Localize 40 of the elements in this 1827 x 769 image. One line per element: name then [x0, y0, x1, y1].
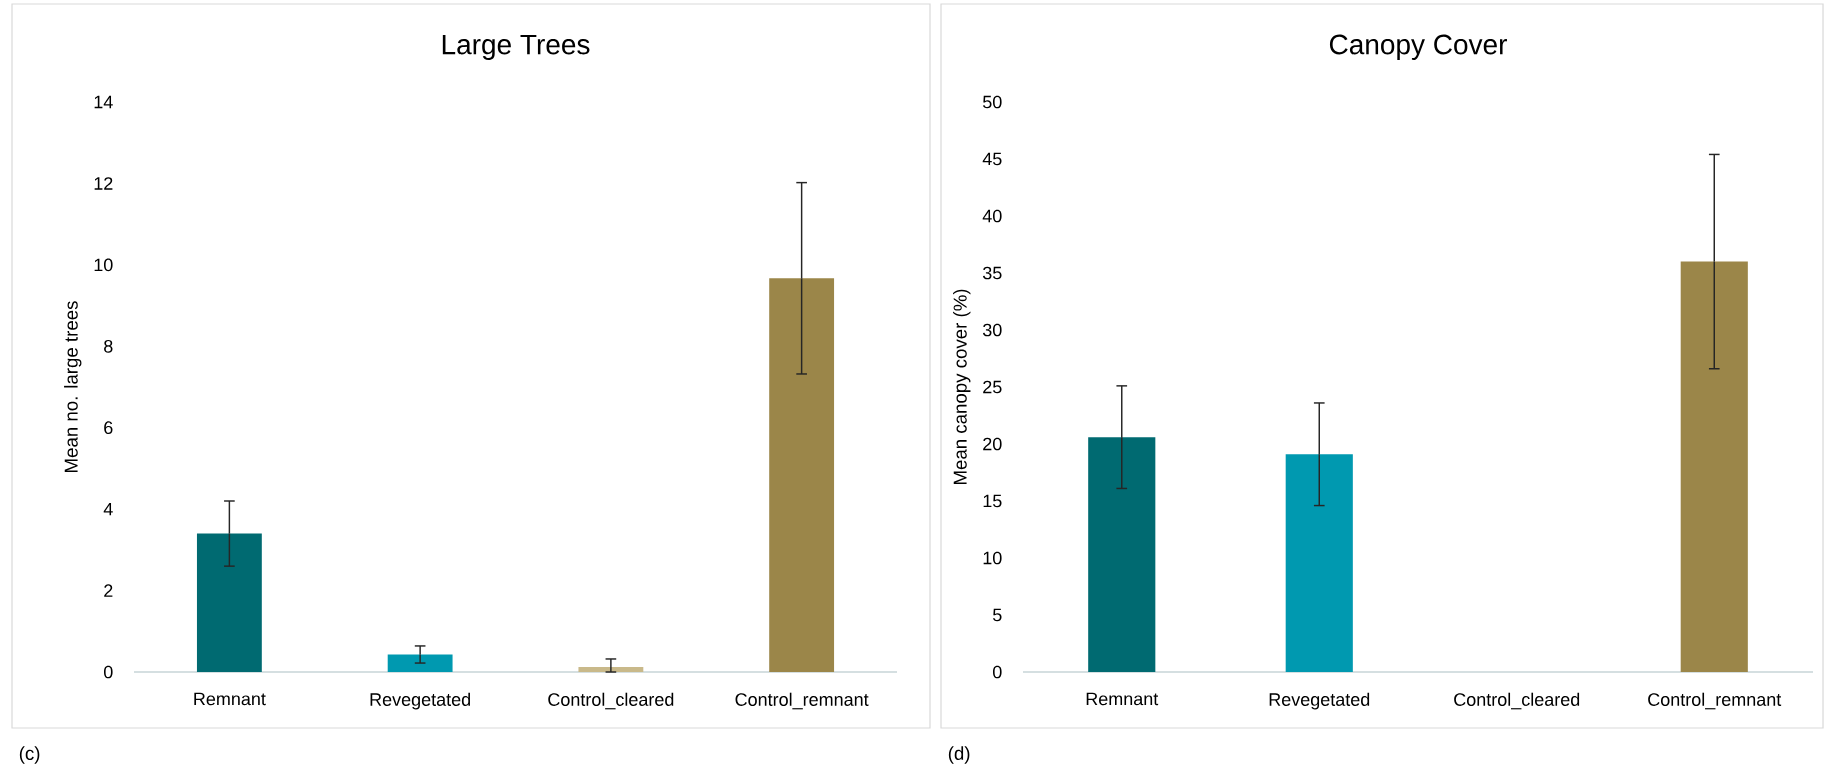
bar: [578, 667, 644, 672]
bar: [1285, 454, 1353, 672]
bar: [1680, 261, 1748, 672]
bar: [196, 533, 262, 672]
text: (d): [948, 746, 970, 764]
y-tick-label: 5: [993, 608, 1002, 622]
y-tick-label: 40: [982, 209, 1002, 223]
y-axis-title: Mean no. large trees: [64, 301, 82, 472]
y-tick-label: 25: [983, 380, 1002, 394]
chart-title: Large Trees: [442, 34, 590, 60]
y-axis-title: Mean canopy cover (%): [953, 289, 971, 485]
y-tick-label: 2: [104, 584, 113, 597]
bar: [769, 278, 835, 672]
y-tick-label: 45: [982, 152, 1002, 166]
bar: [387, 654, 453, 672]
x-tick-label: Control_remnant: [1648, 692, 1782, 710]
text: (c): [19, 746, 40, 764]
y-tick-label: 10: [94, 258, 113, 272]
x-tick-label: Control_cleared: [548, 692, 674, 710]
y-tick-label: 0: [993, 665, 1002, 679]
y-tick-label: 4: [103, 502, 113, 516]
y-tick-label: 14: [94, 95, 113, 109]
x-tick-label: Control_cleared: [1454, 692, 1580, 710]
x-tick-label: Remnant: [194, 692, 266, 706]
y-tick-label: 20: [983, 437, 1002, 451]
y-tick-label: 0: [104, 665, 113, 679]
y-tick-label: 15: [983, 494, 1002, 508]
x-tick-label: Remnant: [1086, 692, 1159, 706]
bar: [1088, 437, 1156, 672]
y-tick-label: 12: [94, 177, 113, 190]
y-tick-label: 35: [982, 266, 1002, 280]
y-tick-label: 6: [104, 421, 113, 435]
x-tick-label: Revegetated: [1269, 692, 1370, 710]
y-tick-label: 30: [982, 323, 1002, 337]
y-tick-label: 10: [983, 551, 1002, 565]
y-tick-label: 8: [104, 339, 113, 353]
chart-title: Canopy Cover: [1329, 34, 1507, 60]
x-tick-label: Control_remnant: [735, 692, 869, 710]
y-tick-label: 50: [982, 95, 1002, 109]
x-tick-label: Revegetated: [370, 692, 470, 710]
